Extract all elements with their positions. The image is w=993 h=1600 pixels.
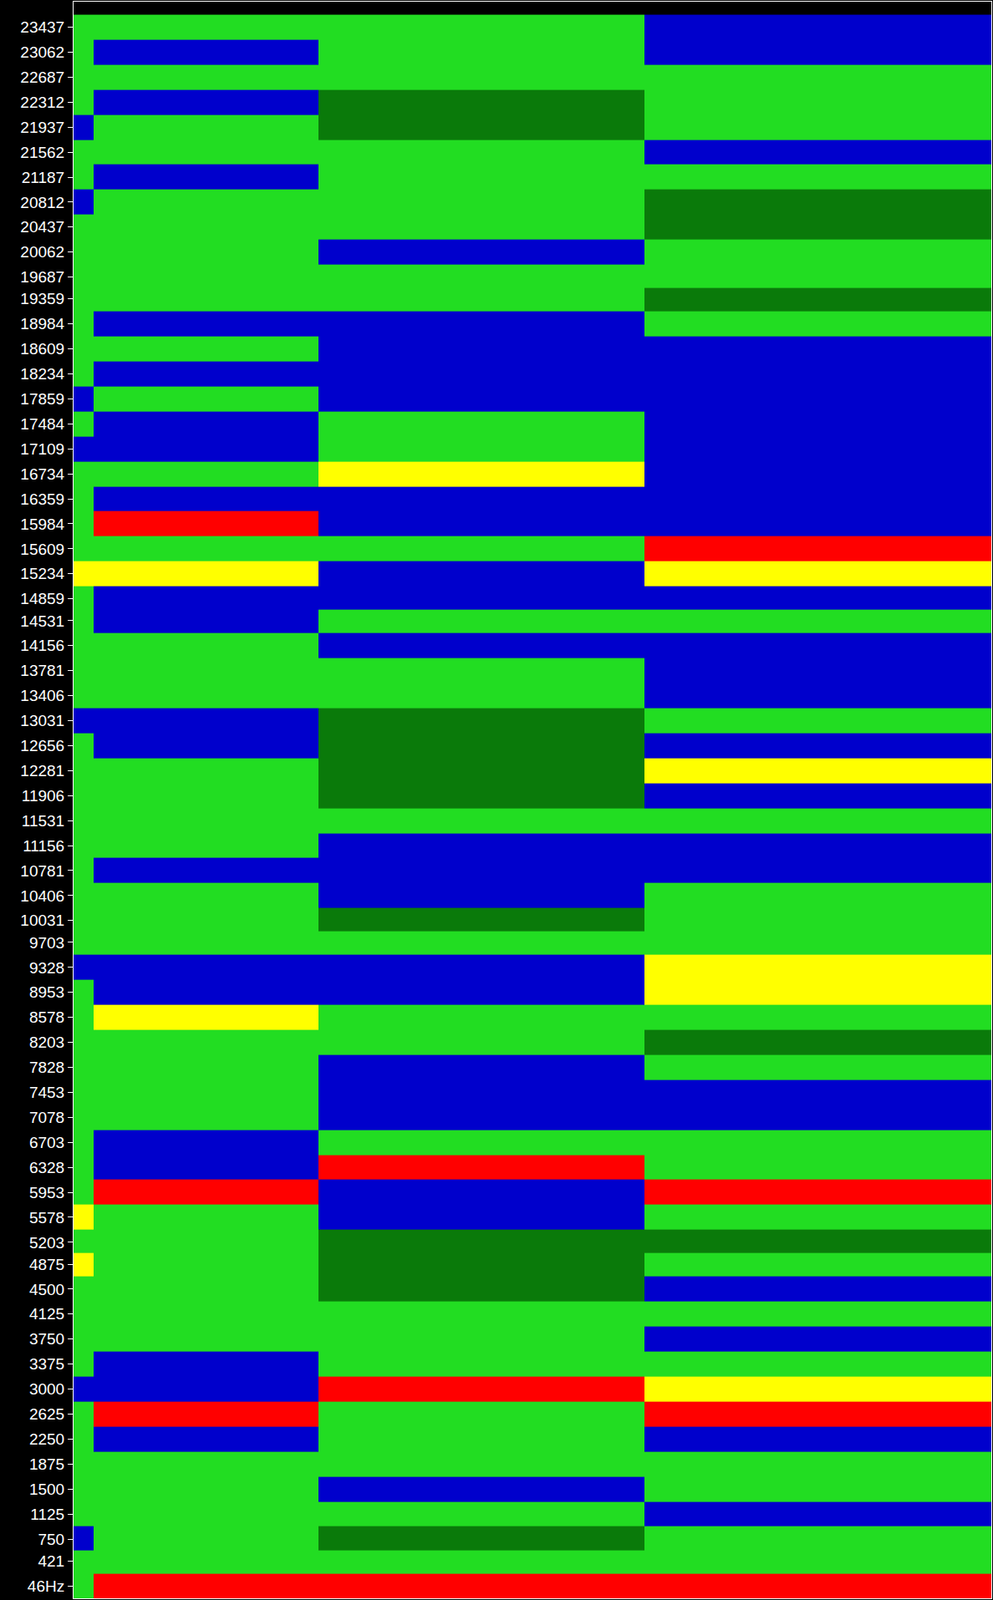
svg-text:19687: 19687 [20, 268, 65, 286]
svg-text:9703: 9703 [29, 934, 65, 953]
svg-text:22312: 22312 [20, 93, 65, 112]
svg-text:2625: 2625 [29, 1405, 65, 1424]
svg-text:21187: 21187 [21, 168, 65, 187]
svg-text:9328: 9328 [29, 959, 65, 978]
svg-text:18984: 18984 [20, 315, 65, 333]
svg-text:5953: 5953 [29, 1184, 65, 1202]
svg-text:750: 750 [37, 1531, 65, 1549]
svg-text:10406: 10406 [20, 887, 65, 906]
svg-text:11531: 11531 [21, 812, 65, 831]
svg-text:6703: 6703 [29, 1134, 65, 1152]
svg-text:21937: 21937 [20, 118, 65, 137]
svg-text:20062: 20062 [20, 243, 65, 261]
svg-text:19359: 19359 [20, 290, 65, 308]
svg-text:1875: 1875 [29, 1456, 65, 1474]
svg-text:8953: 8953 [29, 983, 65, 1002]
svg-text:8578: 8578 [29, 1008, 65, 1027]
svg-text:10031: 10031 [20, 911, 65, 930]
svg-text:13406: 13406 [20, 687, 65, 705]
svg-text:5578: 5578 [29, 1209, 65, 1228]
svg-text:11906: 11906 [21, 787, 65, 805]
svg-text:12281: 12281 [20, 762, 65, 780]
svg-text:15984: 15984 [20, 515, 65, 534]
svg-text:20437: 20437 [20, 218, 65, 236]
svg-text:17859: 17859 [20, 390, 65, 408]
svg-text:13781: 13781 [20, 662, 65, 680]
svg-text:4125: 4125 [29, 1305, 65, 1324]
svg-text:3750: 3750 [29, 1330, 65, 1349]
svg-text:5203: 5203 [29, 1234, 65, 1253]
svg-text:17109: 17109 [20, 440, 65, 459]
svg-text:7828: 7828 [29, 1059, 65, 1077]
svg-text:3375: 3375 [29, 1355, 65, 1374]
svg-text:7078: 7078 [29, 1109, 65, 1127]
svg-text:21562: 21562 [20, 143, 65, 162]
svg-text:23062: 23062 [20, 43, 65, 62]
svg-text:14531: 14531 [20, 612, 65, 631]
svg-text:4500: 4500 [29, 1281, 65, 1299]
svg-text:13031: 13031 [20, 712, 65, 730]
svg-text:3000: 3000 [29, 1380, 65, 1399]
svg-text:4875: 4875 [29, 1256, 65, 1274]
svg-text:12656: 12656 [20, 737, 65, 755]
svg-text:15234: 15234 [20, 565, 65, 583]
svg-text:18609: 18609 [20, 340, 65, 358]
svg-text:18234: 18234 [20, 365, 65, 383]
svg-text:16359: 16359 [20, 490, 65, 509]
svg-text:23437: 23437 [20, 18, 65, 36]
svg-text:1500: 1500 [29, 1481, 65, 1499]
svg-text:16734: 16734 [20, 465, 65, 484]
svg-text:14156: 14156 [20, 636, 65, 655]
svg-text:20812: 20812 [20, 193, 65, 212]
svg-text:421: 421 [37, 1553, 65, 1571]
svg-text:46Hz: 46Hz [27, 1578, 65, 1596]
svg-text:6328: 6328 [29, 1159, 65, 1177]
svg-text:1125: 1125 [30, 1506, 65, 1524]
svg-text:15609: 15609 [20, 540, 65, 559]
svg-text:8203: 8203 [29, 1033, 65, 1052]
svg-text:10781: 10781 [20, 862, 65, 881]
svg-text:14859: 14859 [20, 590, 65, 608]
svg-text:22687: 22687 [20, 68, 65, 87]
svg-text:2250: 2250 [29, 1430, 65, 1449]
svg-text:11156: 11156 [22, 837, 65, 856]
svg-text:7453: 7453 [29, 1084, 65, 1102]
svg-text:17484: 17484 [20, 415, 65, 433]
